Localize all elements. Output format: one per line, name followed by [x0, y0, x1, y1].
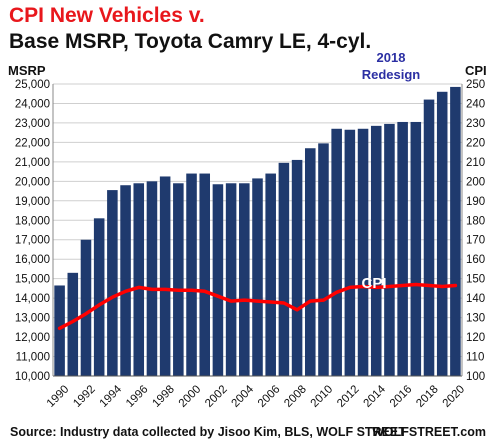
x-tick-label: 1998 — [150, 383, 177, 410]
y-left-tick-label: 19,000 — [15, 196, 50, 208]
msrp-bar — [436, 91, 448, 376]
x-tick-label: 2002 — [203, 383, 230, 410]
msrp-bar — [225, 183, 237, 376]
y-left-tick-label: 21,000 — [15, 157, 50, 169]
y-left-tick-label: 11,000 — [16, 352, 50, 364]
y-left-tick-label: 12,000 — [15, 332, 50, 344]
msrp-bar — [54, 285, 65, 376]
y-left-tick-label: 24,000 — [15, 98, 50, 110]
y-right-tick-label: 250 — [466, 79, 485, 91]
msrp-bar — [450, 86, 461, 377]
msrp-bars — [54, 86, 461, 377]
msrp-bar — [107, 190, 118, 376]
msrp-bar — [423, 99, 435, 376]
y-right-tick-label: 140 — [466, 293, 485, 305]
source-note: Source: Industry data collected by Jisoo… — [10, 425, 406, 439]
y-right-tick-label: 220 — [466, 137, 485, 149]
msrp-bar — [384, 123, 395, 376]
x-tick-label: 2008 — [282, 383, 309, 410]
y-left-tick-label: 16,000 — [15, 254, 50, 266]
msrp-bar — [318, 143, 329, 376]
msrp-bar — [265, 173, 276, 376]
msrp-bar — [370, 125, 382, 376]
y-left-tick-label: 14,000 — [15, 293, 50, 305]
msrp-bar — [212, 184, 224, 376]
y-left-tick-label: 10,000 — [15, 371, 50, 383]
y-right-tick-label: 230 — [466, 118, 485, 130]
msrp-bar — [278, 162, 290, 376]
msrp-bar — [199, 173, 211, 376]
y-left-tick-label: 20,000 — [15, 176, 50, 188]
y-left-tick-label: 22,000 — [15, 137, 50, 149]
y-right-tick-label: 150 — [466, 274, 485, 286]
msrp-bar — [186, 173, 197, 376]
x-tick-label: 1994 — [98, 383, 125, 410]
y-right-tick-label: 210 — [466, 157, 485, 169]
y-right-tick-label: 120 — [466, 332, 485, 344]
msrp-bar — [291, 159, 303, 376]
msrp-bar — [93, 218, 105, 376]
y-right-tick-label: 170 — [466, 235, 485, 247]
msrp-bar — [120, 185, 131, 376]
y-left-tick-label: 17,000 — [15, 235, 50, 247]
msrp-bar — [146, 181, 158, 376]
cpi-line — [57, 282, 458, 331]
annotation-redesign-year: 2018 — [377, 50, 406, 65]
y-right-tick-label: 200 — [466, 176, 485, 188]
msrp-bar — [331, 128, 342, 376]
y-left-tick-label: 15,000 — [15, 274, 50, 286]
msrp-bar — [67, 272, 79, 376]
y-right-tick-label: 110 — [466, 352, 484, 364]
msrp-bar — [159, 176, 171, 376]
y-left-tick-label: 23,000 — [15, 118, 50, 130]
brand-label: WOLFSTREET.com — [372, 425, 486, 439]
msrp-bar — [397, 121, 408, 377]
x-tick-label: 1992 — [71, 383, 98, 410]
x-tick-label: 2016 — [388, 383, 415, 410]
cpi-series-label: CPI — [361, 275, 386, 292]
y-right-tick-label: 240 — [466, 98, 485, 110]
msrp-bar — [173, 183, 184, 376]
y-right-tick-label: 180 — [466, 215, 485, 227]
y-left-axis-title: MSRP — [8, 63, 46, 78]
y-left-tick-label: 25,000 — [15, 79, 50, 91]
x-tick-label: 2020 — [441, 383, 468, 410]
x-tick-label: 1996 — [124, 383, 151, 410]
x-tick-label: 2004 — [230, 383, 257, 410]
msrp-bar — [252, 178, 263, 376]
msrp-bar — [410, 121, 422, 377]
x-tick-label: 2000 — [177, 383, 204, 410]
chart-title: CPI New Vehicles v. — [9, 4, 205, 27]
x-tick-label: 2018 — [414, 383, 441, 410]
x-tick-label: 2012 — [335, 383, 362, 410]
y-right-tick-label: 130 — [466, 313, 485, 325]
y-right-tick-label: 100 — [466, 371, 485, 383]
msrp-bar — [80, 239, 92, 376]
x-tick-label: 2014 — [361, 383, 388, 410]
msrp-bar — [239, 183, 250, 376]
cpi-line-layer — [57, 282, 458, 331]
msrp-bar — [357, 128, 369, 376]
msrp-bar — [304, 148, 316, 376]
x-tick-label: 2006 — [256, 383, 283, 410]
annotation-redesign-label: Redesign — [362, 67, 421, 82]
y-left-tick-label: 18,000 — [15, 215, 50, 227]
axes — [52, 84, 463, 377]
x-tick-label: 2010 — [309, 383, 336, 410]
x-tick-label: 1990 — [45, 383, 72, 410]
y-right-axis-title: CPI — [465, 63, 487, 78]
y-left-tick-label: 13,000 — [15, 313, 50, 325]
y-right-tick-label: 190 — [466, 196, 485, 208]
msrp-bar — [344, 129, 356, 376]
msrp-bar — [133, 183, 145, 376]
y-right-tick-label: 160 — [466, 254, 485, 266]
chart-subtitle: Base MSRP, Toyota Camry LE, 4-cyl. — [9, 30, 372, 53]
